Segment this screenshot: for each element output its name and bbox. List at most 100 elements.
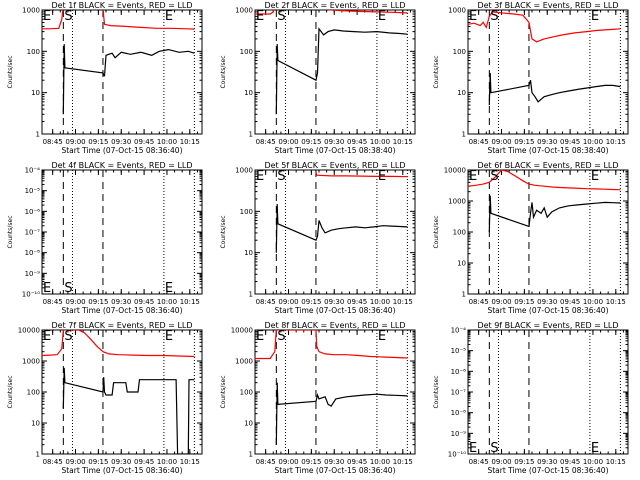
y-tick-label: 1000 <box>235 167 253 175</box>
event-marker-s: S <box>64 329 72 344</box>
y-tick-label: 1000 <box>235 7 253 15</box>
y-axis-label: Counts/sec <box>433 215 440 248</box>
y-tick-label: 100 <box>240 48 253 56</box>
y-tick-label: 100 <box>27 48 40 56</box>
x-tick-label: 10:00 <box>583 298 603 306</box>
x-tick-label: 10:00 <box>157 458 177 466</box>
x-tick-label: 10:15 <box>393 458 413 466</box>
panel-4: Det 4f BLACK = Events, RED = LLD 10⁻¹⁰ 10⁻… <box>7 161 203 315</box>
x-tick-label: 08:45 <box>469 458 489 466</box>
events-series-line <box>488 195 621 233</box>
x-tick-label: 10:00 <box>583 138 603 146</box>
panel-title: Det 7f BLACK = Events, RED = LLD <box>51 321 192 330</box>
y-tick-label: 100 <box>27 389 40 397</box>
y-tick-label: 100 <box>240 208 253 216</box>
y-tick-label: 100 <box>453 48 466 56</box>
x-tick-label: 09:15 <box>514 138 534 146</box>
axis-frame <box>41 329 203 455</box>
x-tick-label: 09:30 <box>111 458 131 466</box>
panel-7: Det 7f BLACK = Events, RED = LLD 1 10 100 10… <box>7 321 203 475</box>
x-tick-label: 09:45 <box>560 298 580 306</box>
lld-series-line <box>315 171 408 178</box>
x-tick-label: 09:00 <box>65 458 85 466</box>
panel-8: Det 8f BLACK = Events, RED = LLD 1 10 100 10… <box>220 321 416 475</box>
event-marker-s: S <box>277 329 285 344</box>
y-axis-label: Counts/sec <box>7 55 14 88</box>
x-tick-label: 09:45 <box>560 458 580 466</box>
axis-frame <box>467 9 629 135</box>
y-tick-label: 100 <box>453 229 466 237</box>
panel-3: Det 3f BLACK = Events, RED = LLD 1 10 100 10… <box>433 1 629 155</box>
x-tick-label: 10:15 <box>393 138 413 146</box>
axis-frame <box>254 329 416 455</box>
x-axis-label: Start Time (07-Oct-15 08:36:40) <box>61 466 182 475</box>
event-marker-s: S <box>277 9 285 24</box>
axis-frame <box>467 329 629 455</box>
y-tick-label: 1000 <box>22 7 40 15</box>
panel-title: Det 1f BLACK = Events, RED = LLD <box>51 1 192 10</box>
event-marker-e: E <box>591 9 599 24</box>
x-tick-label: 09:45 <box>347 138 367 146</box>
event-marker-s: S <box>64 281 72 296</box>
x-tick-label: 09:15 <box>88 138 108 146</box>
events-series-line <box>275 382 408 445</box>
x-tick-label: 10:15 <box>606 298 626 306</box>
y-tick-label: 1 <box>462 291 466 299</box>
axis-frame <box>254 9 416 135</box>
y-tick-label: 10⁻⁷ <box>25 229 41 237</box>
x-tick-label: 09:30 <box>324 298 344 306</box>
y-tick-label: 10 <box>457 89 466 97</box>
y-axis-label: Counts/sec <box>7 215 14 248</box>
x-tick-label: 08:45 <box>43 458 63 466</box>
y-tick-label: 10⁻⁸ <box>25 249 41 257</box>
x-tick-label: 09:00 <box>65 138 85 146</box>
panel-title: Det 3f BLACK = Events, RED = LLD <box>477 1 618 10</box>
x-tick-label: 09:30 <box>324 138 344 146</box>
x-tick-label: 10:00 <box>157 138 177 146</box>
y-tick-label: 10⁻⁹ <box>25 270 41 278</box>
panel-title: Det 2f BLACK = Events, RED = LLD <box>264 1 405 10</box>
y-axis-label: Counts/sec <box>220 215 227 248</box>
panel-5: Det 5f BLACK = Events, RED = LLD 1 10 100 10… <box>220 161 416 315</box>
lld-series-line <box>468 170 621 191</box>
panel-title: Det 9f BLACK = Events, RED = LLD <box>477 321 618 330</box>
x-tick-label: 09:30 <box>537 298 557 306</box>
x-tick-label: 08:45 <box>256 298 276 306</box>
events-series-line <box>275 27 408 115</box>
event-marker-s: S <box>64 9 72 24</box>
y-tick-label: 10 <box>244 89 253 97</box>
x-tick-label: 09:00 <box>278 138 298 146</box>
x-tick-label: 09:15 <box>301 138 321 146</box>
x-tick-label: 08:45 <box>469 138 489 146</box>
y-tick-label: 1 <box>249 451 253 459</box>
x-axis-label: Start Time (07-Oct-15 08:36:40) <box>61 306 182 315</box>
x-tick-label: 09:00 <box>65 298 85 306</box>
x-tick-label: 09:15 <box>514 298 534 306</box>
event-marker-e: E <box>43 281 51 296</box>
panel-title: Det 5f BLACK = Events, RED = LLD <box>264 161 405 170</box>
panel-6: Det 6f BLACK = Events, RED = LLD 1 10 100 10… <box>433 161 629 315</box>
event-marker-e: E <box>165 9 173 24</box>
event-marker-e: E <box>43 9 51 24</box>
event-marker-e: E <box>378 329 386 344</box>
x-tick-label: 10:00 <box>583 458 603 466</box>
panel-1: Det 1f BLACK = Events, RED = LLD 1 10 100 10… <box>7 1 203 155</box>
axis-frame <box>254 169 416 295</box>
event-marker-e: E <box>469 9 477 24</box>
event-marker-e: E <box>591 441 599 456</box>
y-tick-label: 10 <box>457 260 466 268</box>
y-tick-label: 10⁻⁸ <box>451 409 467 417</box>
x-tick-label: 09:00 <box>491 138 511 146</box>
x-tick-label: 10:00 <box>370 298 390 306</box>
axis-frame <box>41 9 203 135</box>
panel-title: Det 8f BLACK = Events, RED = LLD <box>264 321 405 330</box>
x-tick-label: 09:45 <box>134 138 154 146</box>
event-marker-s: S <box>277 169 285 184</box>
x-tick-label: 10:15 <box>393 298 413 306</box>
events-series-line <box>62 44 195 115</box>
y-tick-label: 10⁻⁹ <box>451 430 467 438</box>
x-tick-label: 09:00 <box>491 298 511 306</box>
event-marker-e: E <box>43 329 51 344</box>
y-tick-label: 10⁻¹⁰ <box>22 291 40 299</box>
event-marker-s: S <box>490 169 498 184</box>
